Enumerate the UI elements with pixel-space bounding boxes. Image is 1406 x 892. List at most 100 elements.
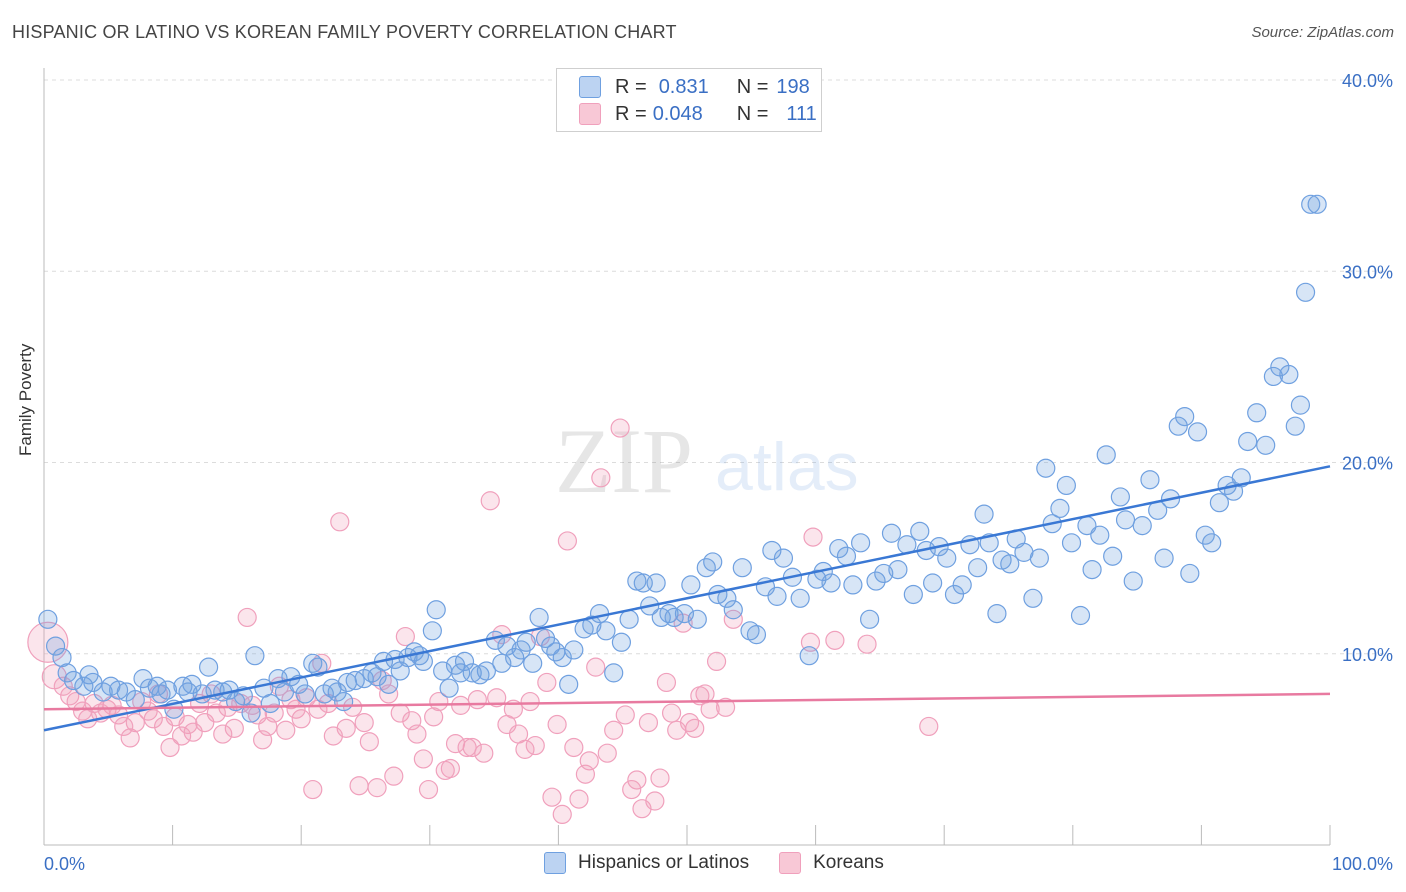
korean-point bbox=[462, 737, 482, 758]
legend-row-korean: R = 0.048 N = 111 bbox=[579, 101, 817, 127]
korean-point bbox=[622, 779, 642, 800]
hispanic-point bbox=[1285, 416, 1305, 436]
y-tick-label: 10.0% bbox=[1342, 645, 1393, 665]
korean-point bbox=[525, 735, 545, 756]
legend-n-label: N = bbox=[736, 102, 769, 125]
hispanic-point bbox=[732, 558, 752, 578]
korean-point bbox=[349, 776, 369, 796]
korean-point bbox=[291, 709, 311, 729]
hispanic-point bbox=[83, 672, 103, 693]
korean-point bbox=[569, 789, 589, 809]
hispanic-point bbox=[1070, 605, 1091, 626]
korean-point bbox=[367, 778, 387, 798]
korean-point bbox=[467, 690, 487, 710]
korean-point bbox=[661, 703, 682, 723]
korean-point bbox=[645, 791, 665, 811]
hispanic-point bbox=[596, 621, 616, 641]
hispanic-point bbox=[937, 548, 957, 568]
korean-point bbox=[537, 672, 557, 693]
korean-point bbox=[919, 716, 939, 737]
korean-point bbox=[237, 607, 257, 628]
hispanic-point bbox=[723, 600, 743, 620]
korean-point bbox=[650, 768, 670, 788]
korean-point bbox=[825, 630, 845, 650]
hispanic-point bbox=[687, 609, 707, 629]
hispanic-point bbox=[564, 640, 584, 660]
hispanic-point bbox=[1029, 548, 1049, 568]
korean-point bbox=[384, 766, 404, 786]
korean-point bbox=[120, 728, 140, 748]
hispanic-point bbox=[888, 559, 908, 580]
hispanic-point bbox=[968, 558, 988, 578]
hispanic-point bbox=[303, 653, 323, 673]
hispanic-point bbox=[157, 680, 178, 700]
hispanic-point bbox=[52, 647, 72, 668]
hispanic-point bbox=[1056, 475, 1076, 496]
x-tick-label: 0.0% bbox=[44, 854, 85, 874]
hispanic-point bbox=[426, 600, 446, 620]
hispanic-point bbox=[836, 546, 857, 566]
hispanic-point bbox=[476, 661, 496, 681]
legend-r-label: R = bbox=[615, 75, 647, 98]
hispanic-point bbox=[790, 588, 810, 608]
korean-point bbox=[281, 690, 301, 710]
korean-point bbox=[552, 804, 572, 825]
hispanic-point bbox=[681, 575, 701, 595]
series-legend: Hispanics or Latinos Koreans bbox=[544, 852, 914, 874]
hispanic-point bbox=[944, 584, 965, 605]
korean-point bbox=[679, 712, 700, 733]
legend-label-korean: Koreans bbox=[813, 852, 884, 873]
hispanic-point bbox=[108, 680, 129, 700]
hispanic-point bbox=[746, 625, 767, 645]
hispanic-point bbox=[1187, 422, 1208, 442]
y-tick-label: 20.0% bbox=[1342, 454, 1393, 474]
hispanic-point bbox=[1231, 468, 1251, 488]
hispanic-point bbox=[1110, 487, 1130, 507]
korean-point bbox=[480, 491, 500, 511]
korean-point bbox=[515, 739, 535, 759]
hispanic-point bbox=[910, 521, 930, 541]
hispanic-point bbox=[93, 682, 113, 702]
korean-point bbox=[715, 697, 736, 717]
hispanic-point bbox=[664, 607, 684, 628]
korean-point bbox=[224, 718, 244, 738]
hispanic-point bbox=[659, 603, 679, 624]
korean-point bbox=[591, 468, 611, 488]
hispanic-point bbox=[1061, 533, 1082, 553]
hispanic-point bbox=[295, 684, 315, 704]
legend-n-value: 198 bbox=[776, 75, 810, 98]
hispanic-point bbox=[762, 540, 782, 561]
hispanic-point bbox=[767, 586, 787, 606]
hispanic-point bbox=[1209, 493, 1230, 513]
korean-point bbox=[125, 712, 145, 733]
watermark-zip: ZIP bbox=[555, 410, 693, 512]
hispanic-point bbox=[821, 573, 841, 593]
korean-point bbox=[336, 718, 356, 738]
hispanic-point bbox=[38, 609, 58, 629]
axes bbox=[43, 68, 1331, 846]
korean-point bbox=[429, 691, 449, 712]
trend-lines bbox=[43, 465, 1331, 732]
korean-point bbox=[547, 714, 567, 735]
hispanic-point bbox=[1090, 525, 1110, 545]
korean-point bbox=[359, 732, 379, 752]
hispanic-point bbox=[454, 651, 475, 672]
hispanic-point bbox=[1295, 282, 1316, 302]
hispanic-point bbox=[952, 575, 972, 595]
hispanic-point bbox=[1180, 563, 1200, 584]
hispanic-point bbox=[245, 646, 265, 666]
korean-point bbox=[638, 712, 659, 733]
korean-point bbox=[213, 724, 233, 744]
hispanic-point bbox=[974, 504, 994, 524]
korean-point bbox=[206, 703, 226, 723]
chart-title: HISPANIC OR LATINO VS KOREAN FAMILY POVE… bbox=[12, 22, 677, 42]
hispanic-point bbox=[523, 653, 543, 673]
hispanic-point bbox=[1195, 525, 1215, 545]
hispanic-point bbox=[451, 663, 471, 683]
legend-swatch-blue bbox=[579, 76, 601, 98]
hispanic-point bbox=[860, 609, 880, 629]
hispanic-point bbox=[45, 636, 66, 656]
hispanic-point bbox=[1123, 571, 1143, 591]
korean-point bbox=[395, 626, 415, 647]
legend-r-value: 0.831 bbox=[658, 75, 709, 98]
